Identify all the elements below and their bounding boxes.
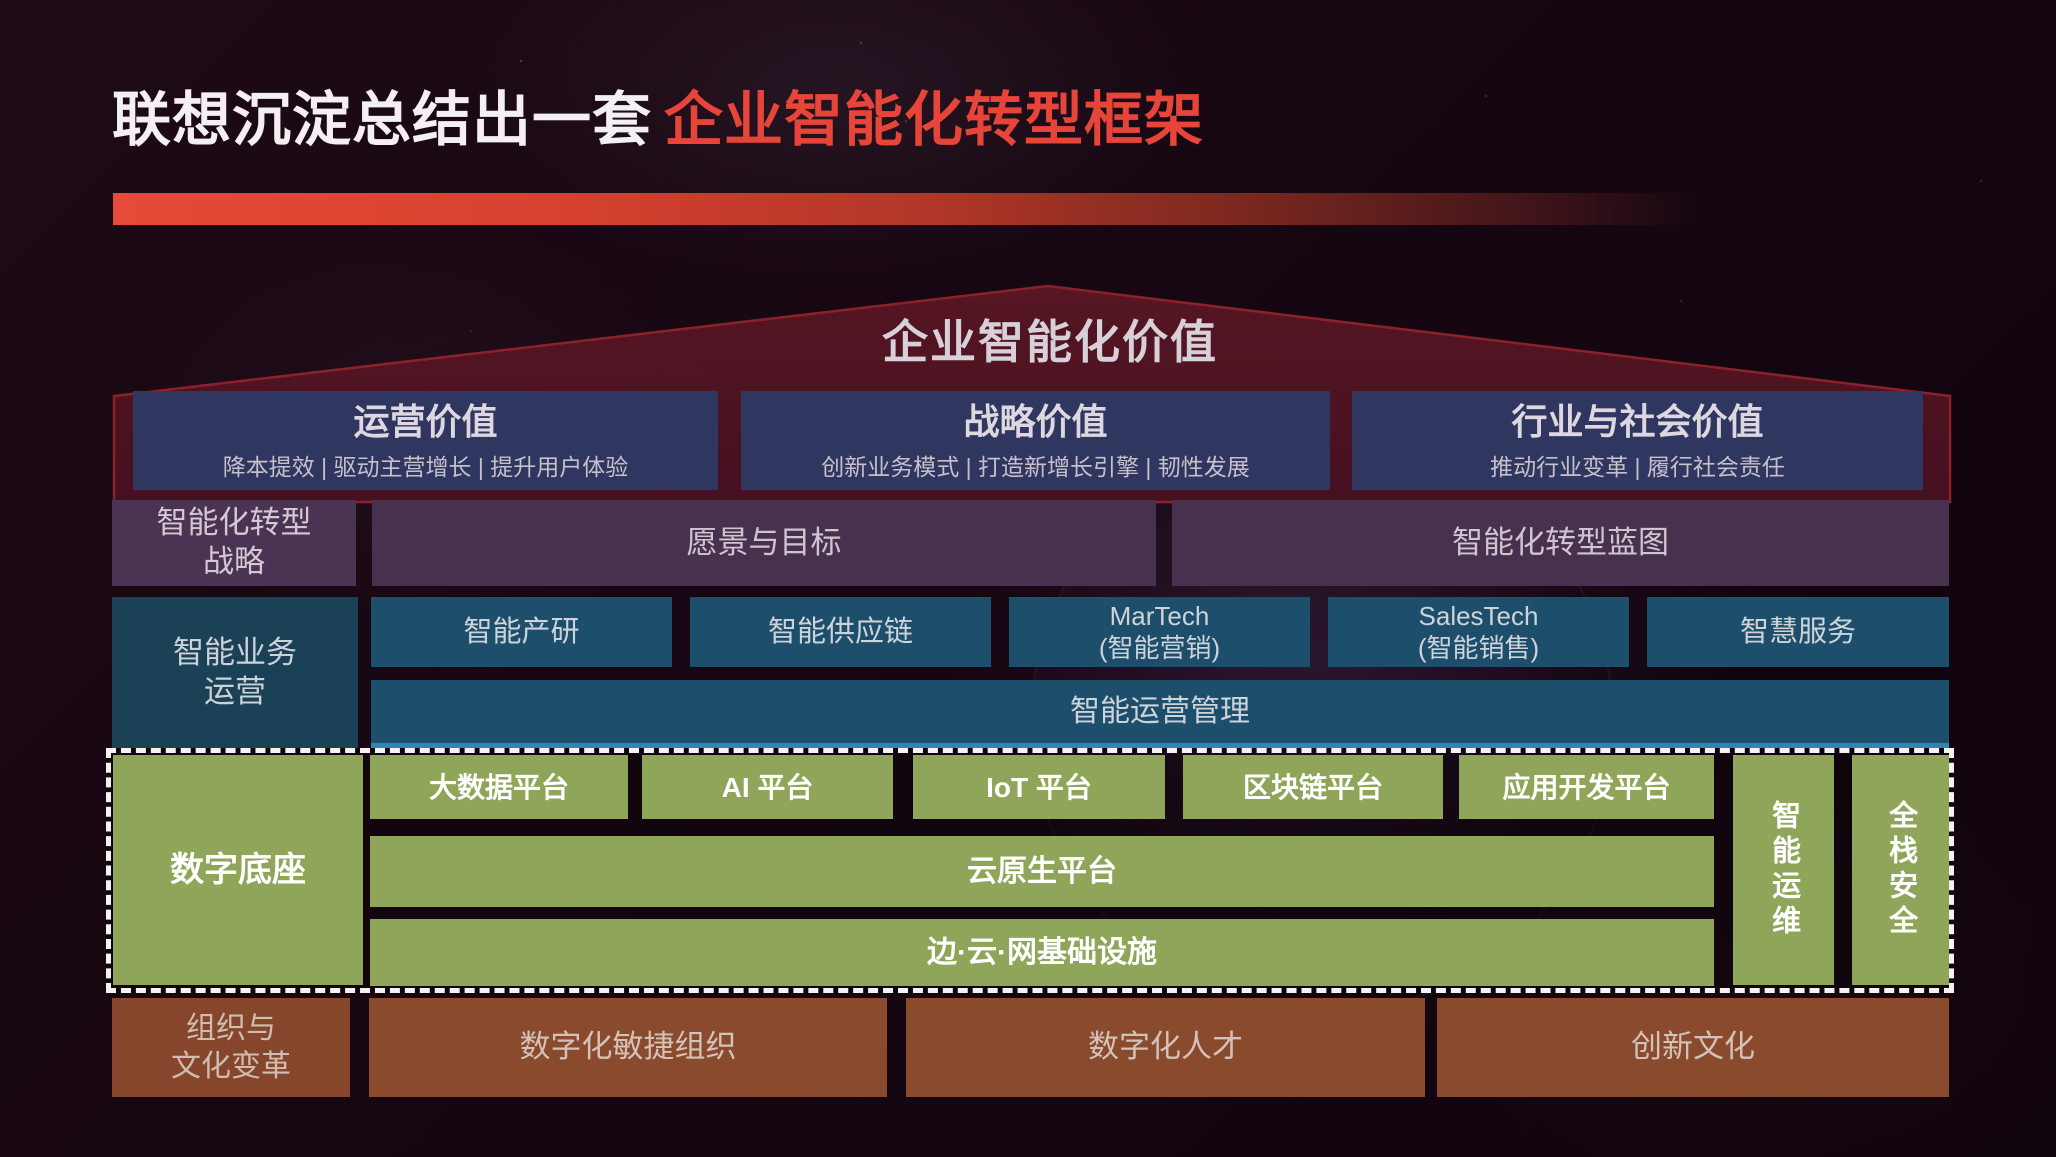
cell-text: 智能供应链 [767,615,913,648]
cell-iot-platform: IoT 平台 [913,755,1165,819]
row-label-digital-foundation: 数字底座 [113,755,363,985]
cell-text: 边·云·网基础设施 [927,935,1157,969]
cell-edge-cloud-network-infrastructure: 边·云·网基础设施 [370,919,1714,986]
cell-martech: MarTech (智能营销) [1009,597,1310,667]
cell-transformation-blueprint: 智能化转型蓝图 [1172,500,1949,586]
cell-smart-ops-vertical: 智能运维 [1733,755,1834,985]
cell-text-line2: (智能销售) [1417,633,1540,663]
cell-salestech: SalesTech (智能销售) [1328,597,1629,667]
row-label-org-culture: 组织与 文化变革 [112,998,350,1097]
cell-text: 数字化人才 [1088,1029,1243,1065]
cell-innovation-culture: 创新文化 [1437,998,1949,1097]
title-underline-bar [113,193,1700,225]
value-box-operational: 运营价值 降本提效 | 驱动主营增长 | 提升用户体验 [133,391,718,490]
cell-text: 智能化转型蓝图 [1452,524,1669,560]
label-line1: 智能业务 [173,634,297,670]
cell-text: 创新文化 [1631,1029,1755,1065]
cell-blockchain-platform: 区块链平台 [1183,755,1443,819]
cell-digital-agile-org: 数字化敏捷组织 [369,998,887,1097]
page-title-white-part: 联想沉淀总结出一套 [112,87,653,153]
row-label-transformation-strategy: 智能化转型 战略 [112,500,356,586]
cell-text: 智能产研 [463,615,580,648]
cell-smart-rnd: 智能产研 [371,597,672,667]
row-label-business-operations: 智能业务 运营 [112,597,358,748]
label-line1: 智能化转型 [156,505,312,541]
cell-text: 愿景与目标 [686,524,842,560]
cell-text: 智能运营管理 [1070,694,1250,728]
cell-text: IoT 平台 [986,771,1092,803]
label-line1: 组织与 [186,1012,276,1045]
pyramid-apex-label: 企业智能化价值 [882,316,1218,368]
label-line2: 运营 [204,673,266,709]
cell-text: 应用开发平台 [1502,771,1671,803]
cell-smart-service: 智慧服务 [1647,597,1949,667]
value-box-subtitle: 推动行业变革 | 履行社会责任 [1490,454,1785,481]
cell-text-line1: MarTech [1109,600,1210,631]
label-line2: 战略 [203,544,265,579]
value-box-title: 行业与社会价值 [1511,401,1764,443]
page-title: 联想沉淀总结出一套 企业智能化转型框架 [112,72,1204,157]
cell-smart-supply-chain: 智能供应链 [690,597,991,667]
cell-smart-operations-management: 智能运营管理 [371,680,1949,748]
cell-vision-goals: 愿景与目标 [372,500,1156,586]
cell-text-line1: SalesTech [1418,600,1539,631]
cell-cloud-native-platform: 云原生平台 [370,836,1714,907]
cell-text: 云原生平台 [967,854,1117,888]
cell-ai-platform: AI 平台 [642,755,893,819]
cell-text: 智慧服务 [1739,615,1856,648]
cell-text-line2: (智能营销) [1098,633,1221,663]
cell-text: 大数据平台 [428,771,569,803]
value-box-title: 战略价值 [963,401,1108,443]
cell-text: 数字化敏捷组织 [519,1029,737,1065]
value-box-title: 运营价值 [353,401,498,443]
cell-text: 全栈安全 [1884,800,1917,940]
cell-digital-talent: 数字化人才 [906,998,1425,1097]
cell-text: AI 平台 [721,771,814,803]
value-box-strategic: 战略价值 创新业务模式 | 打造新增长引擎 | 韧性发展 [741,391,1330,490]
page-title-red-part: 企业智能化转型框架 [664,87,1205,153]
label-line2: 文化变革 [171,1049,291,1083]
value-box-subtitle: 创新业务模式 | 打造新增长引擎 | 韧性发展 [821,454,1250,481]
cell-bigdata-platform: 大数据平台 [370,755,628,819]
value-box-industry-social: 行业与社会价值 推动行业变革 | 履行社会责任 [1352,391,1923,490]
cell-text: 区块链平台 [1242,771,1383,803]
cell-text: 智能运维 [1767,800,1800,940]
cell-fullstack-security-vertical: 全栈安全 [1852,755,1949,985]
value-box-subtitle: 降本提效 | 驱动主营增长 | 提升用户体验 [222,454,629,481]
label-text: 数字底座 [170,850,306,889]
cell-app-dev-platform: 应用开发平台 [1459,755,1714,819]
